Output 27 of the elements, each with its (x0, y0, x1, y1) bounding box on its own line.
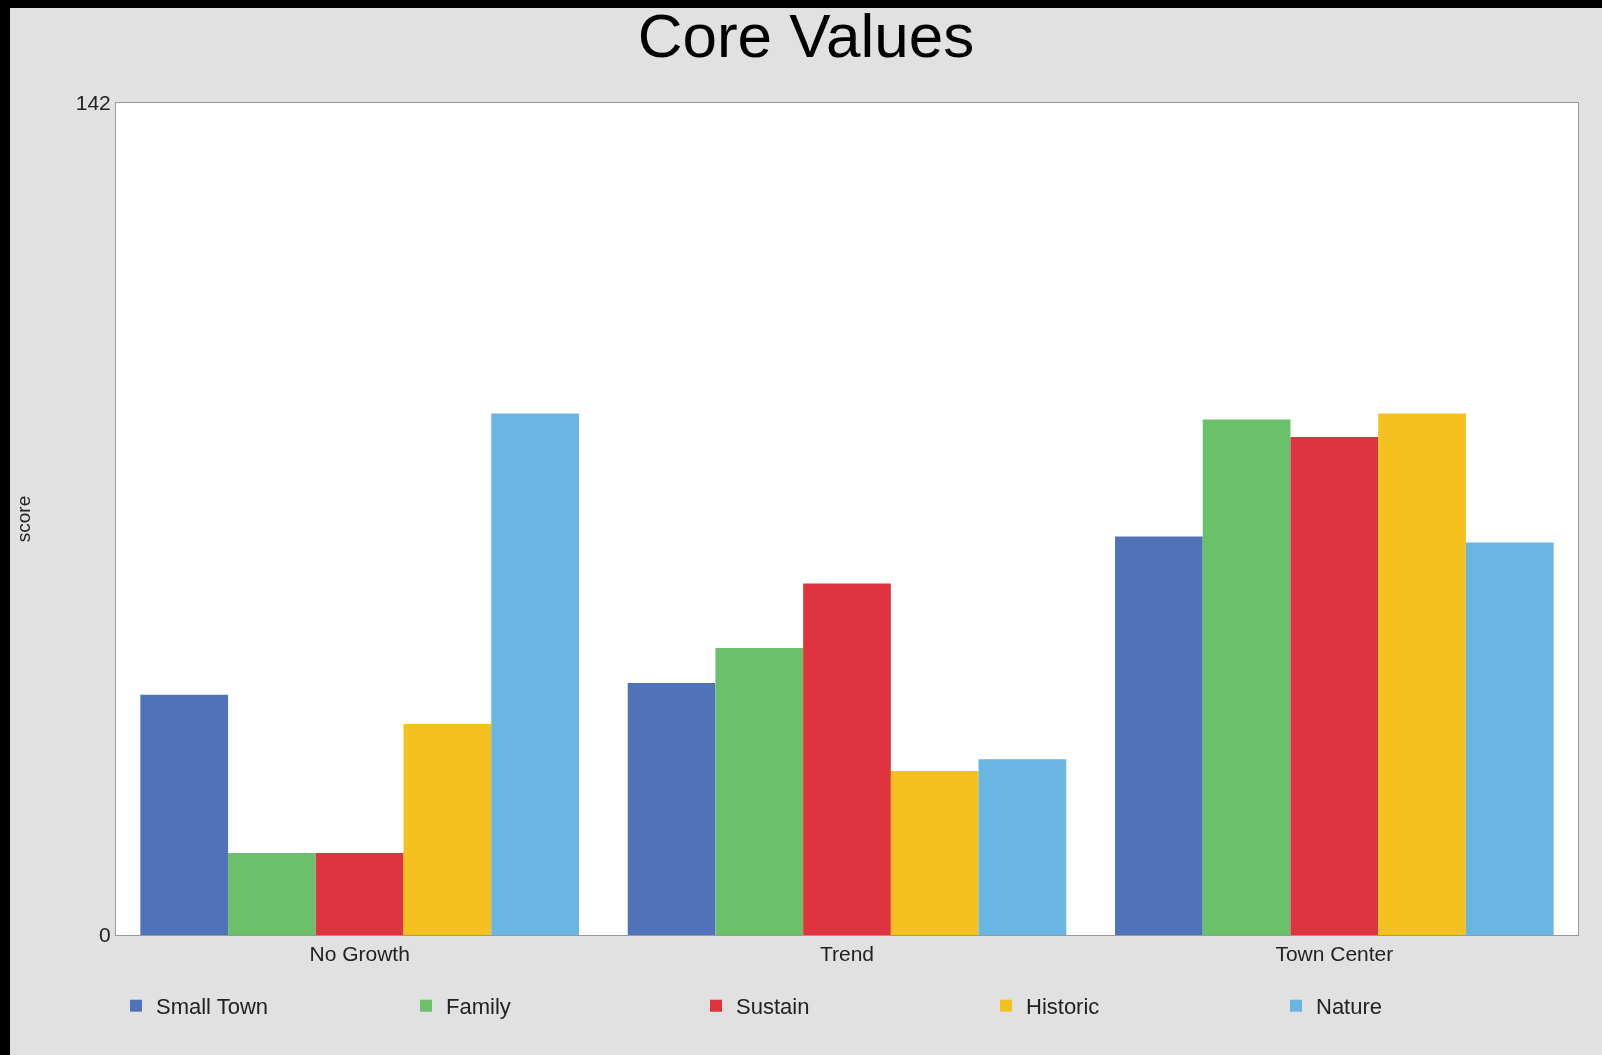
chart-title: Core Values (637, 0, 975, 70)
y-axis-title: score (12, 495, 34, 543)
legend-label: Small Town (156, 994, 269, 1020)
legend-label: Sustain (736, 994, 810, 1020)
y-tick-label: 0 (99, 923, 111, 947)
bar (1115, 536, 1203, 935)
x-tick-label: Trend (819, 942, 875, 966)
x-tick-label: No Growth (309, 942, 410, 966)
legend-label: Nature (1316, 994, 1383, 1020)
y-tick-label: 142 (75, 91, 111, 115)
bar (140, 694, 229, 935)
bar (1378, 413, 1466, 935)
bar (803, 583, 891, 935)
bar (978, 759, 1067, 935)
bar (1202, 419, 1291, 935)
bar (403, 724, 492, 935)
bar (627, 683, 716, 935)
bar (1290, 436, 1379, 935)
bar (315, 852, 404, 935)
bar (491, 413, 579, 935)
x-tick-label: Town Center (1275, 942, 1394, 966)
bar (1465, 542, 1554, 935)
legend-label: Historic (1026, 994, 1100, 1020)
bar (228, 852, 316, 935)
bar (890, 770, 979, 935)
legend-label: Family (446, 994, 511, 1020)
bar (715, 647, 804, 935)
